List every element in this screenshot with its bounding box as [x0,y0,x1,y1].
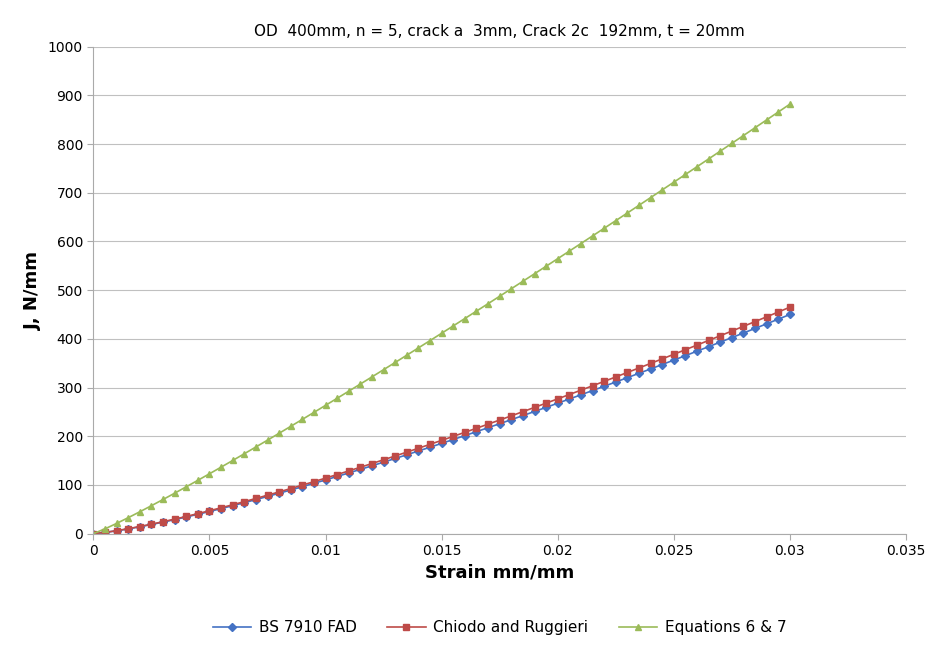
Chiodo and Ruggieri [691,341,702,349]
Line: Chiodo and Ruggieri: Chiodo and Ruggieri [91,304,793,536]
BS 7910 FAD [785,310,796,318]
BS 7910 FAD [332,472,343,480]
Equations 6 & 7 [505,285,517,293]
Chiodo and Ruggieri [88,530,99,538]
Y-axis label: J, N/mm: J, N/mm [24,251,42,329]
BS 7910 FAD [88,530,99,538]
Chiodo and Ruggieri [227,501,238,509]
BS 7910 FAD [250,496,262,504]
Line: Equations 6 & 7: Equations 6 & 7 [90,101,793,537]
Chiodo and Ruggieri [785,303,796,311]
Chiodo and Ruggieri [460,428,471,436]
Title: OD  400mm, n = 5, crack a  3mm, Crack 2c  192mm, t = 20mm: OD 400mm, n = 5, crack a 3mm, Crack 2c 1… [254,23,745,39]
Equations 6 & 7 [691,163,702,171]
BS 7910 FAD [691,347,702,355]
Chiodo and Ruggieri [505,412,517,420]
Chiodo and Ruggieri [250,494,262,502]
Equations 6 & 7 [785,100,796,108]
BS 7910 FAD [460,432,471,440]
Equations 6 & 7 [88,530,99,538]
Equations 6 & 7 [460,315,471,323]
BS 7910 FAD [227,502,238,510]
X-axis label: Strain mm/mm: Strain mm/mm [425,564,574,582]
Equations 6 & 7 [250,443,262,451]
Equations 6 & 7 [332,394,343,402]
Line: BS 7910 FAD: BS 7910 FAD [91,311,793,536]
Chiodo and Ruggieri [332,470,343,478]
Legend: BS 7910 FAD, Chiodo and Ruggieri, Equations 6 & 7: BS 7910 FAD, Chiodo and Ruggieri, Equati… [207,614,792,642]
Equations 6 & 7 [227,456,238,464]
BS 7910 FAD [505,416,517,424]
